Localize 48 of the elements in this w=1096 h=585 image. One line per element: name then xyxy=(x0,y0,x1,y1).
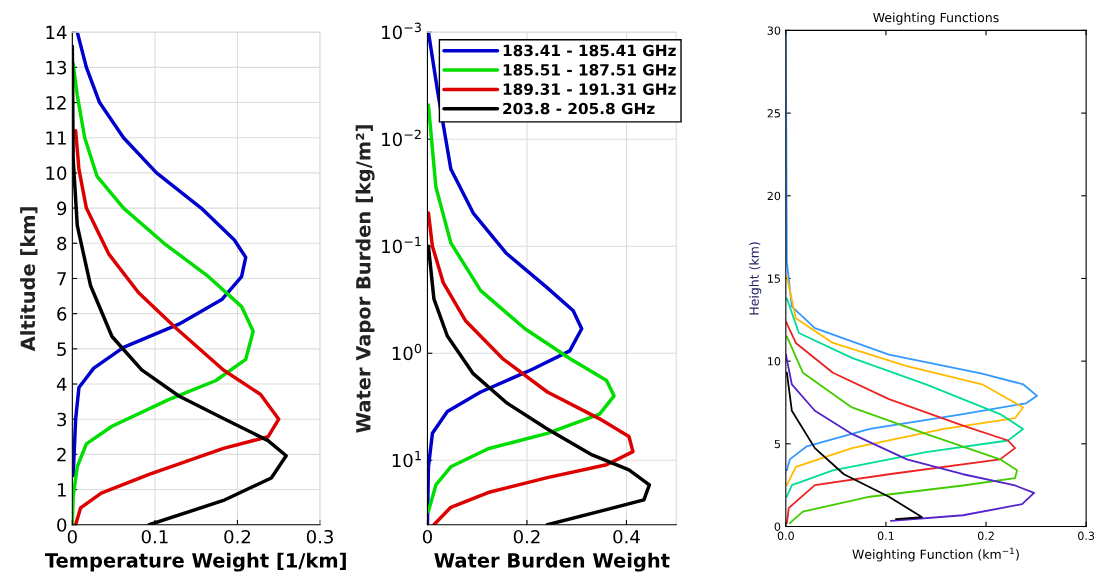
x-tick-label: 0.4 xyxy=(613,529,640,544)
legend-label: 203.8 - 205.8 GHz xyxy=(503,102,655,115)
x-tick-label: 0.0 xyxy=(777,531,794,540)
y-tick-label: 20 xyxy=(767,191,781,201)
y-tick-label: 7 xyxy=(57,272,66,286)
y-tick-label: 6 xyxy=(57,307,67,321)
y-axis-title: Height (km) xyxy=(749,242,762,315)
legend-label: 189.31 - 191.31 GHz xyxy=(503,83,676,95)
y-tick-label: 3 xyxy=(57,412,67,427)
x-tick-label: 0.3 xyxy=(306,529,333,544)
x-axis-title: Temperature Weight [1/km] xyxy=(44,552,346,572)
y-tick-label: 5 xyxy=(774,439,780,449)
y-tick-label: 30 xyxy=(767,26,781,35)
y-tick-label: 10 xyxy=(768,357,781,366)
y-tick-label: 14 xyxy=(46,25,67,40)
y-tick-label: 1 xyxy=(57,483,66,497)
y-tick-label: 10 xyxy=(46,166,67,181)
x-tick-label: 0 xyxy=(67,529,77,544)
y-tick-label: 4 xyxy=(56,377,67,391)
y-tick-label: 10$^{0}$ xyxy=(392,343,422,361)
legend-label: 185.51 - 187.51 GHz xyxy=(503,64,676,76)
y-tick-label: 11 xyxy=(46,131,66,145)
x-axis-title: Weighting Function (km$^{−1}$) xyxy=(852,547,1019,562)
y-axis-title: Altitude [km] xyxy=(20,207,38,352)
y-tick-label: 2 xyxy=(57,447,66,462)
x-tick-label: 0.1 xyxy=(141,529,168,544)
y-tick-label: 10$^{−3}$ xyxy=(382,22,421,40)
y-tick-label: 8 xyxy=(57,236,67,251)
y-tick-label: 10$^{1}$ xyxy=(392,450,421,468)
y-tick-label: 25 xyxy=(767,109,780,118)
y-tick-label: 0 xyxy=(774,522,781,531)
chart-title: Weighting Functions xyxy=(873,12,999,25)
x-axis-title: Water Burden Weight xyxy=(434,552,670,572)
y-axis-title: Water Vapor Burden [kg/m²] xyxy=(355,125,375,433)
x-tick-label: 0.2 xyxy=(224,529,251,544)
x-tick-label: 0.1 xyxy=(877,531,894,540)
legend-label: 183.41 - 185.41 GHz xyxy=(503,44,676,57)
x-tick-label: 0.2 xyxy=(977,531,994,540)
y-tick-label: 13 xyxy=(46,60,67,75)
x-tick-label: 0.2 xyxy=(513,529,540,544)
y-tick-label: 10$^{−1}$ xyxy=(382,236,421,254)
x-tick-label: 0.3 xyxy=(1078,531,1095,540)
y-tick-label: 15 xyxy=(768,274,780,283)
y-tick-label: 5 xyxy=(57,342,66,356)
y-tick-label: 10$^{−2}$ xyxy=(382,129,421,147)
y-tick-label: 9 xyxy=(57,201,67,216)
y-tick-label: 12 xyxy=(46,96,66,110)
x-tick-label: 0 xyxy=(422,529,432,544)
